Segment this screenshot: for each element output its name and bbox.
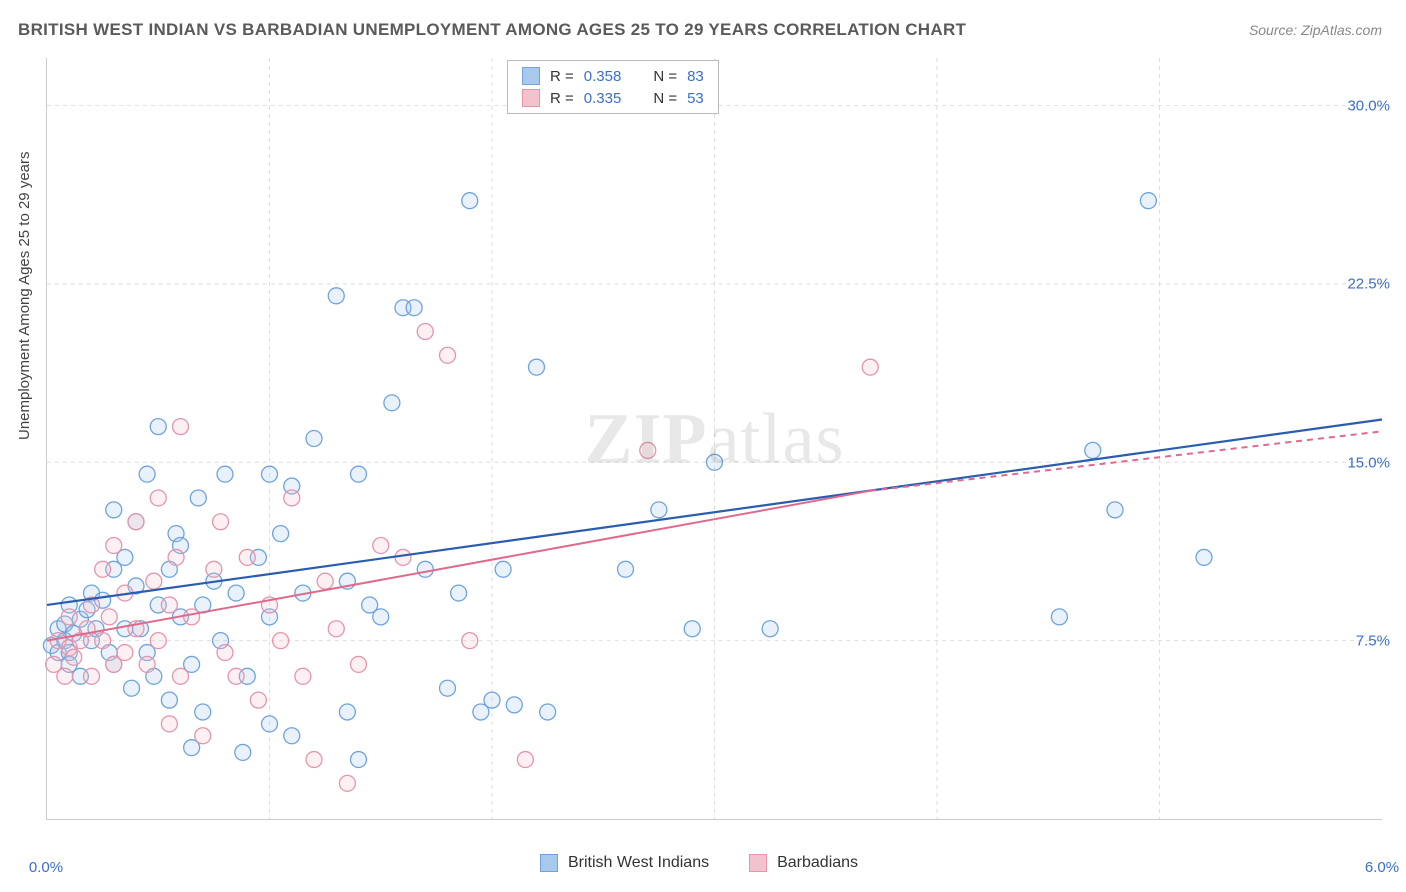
chart-title: BRITISH WEST INDIAN VS BARBADIAN UNEMPLO…: [18, 20, 966, 40]
y-tick-label: 30.0%: [1347, 97, 1390, 114]
swatch-icon: [749, 854, 767, 872]
swatch-icon: [522, 89, 540, 107]
stats-legend-row: R = 0.335 N = 53: [522, 89, 704, 107]
plot-svg: [47, 58, 1382, 819]
y-tick-label: 15.0%: [1347, 454, 1390, 471]
source-label: Source: ZipAtlas.com: [1249, 22, 1382, 38]
n-value: 53: [687, 90, 704, 107]
r-value: 0.335: [584, 90, 622, 107]
n-label: N =: [653, 68, 677, 85]
plot-area: ZIPatlas R = 0.358 N = 83 R = 0.335 N = …: [46, 58, 1382, 820]
legend-label: British West Indians: [568, 854, 709, 872]
y-axis-label: Unemployment Among Ages 25 to 29 years: [16, 151, 33, 440]
n-value: 83: [687, 68, 704, 85]
legend-item: Barbadians: [749, 854, 858, 872]
stats-legend: R = 0.358 N = 83 R = 0.335 N = 53: [507, 60, 719, 114]
r-label: R =: [550, 68, 574, 85]
swatch-icon: [540, 854, 558, 872]
stats-legend-row: R = 0.358 N = 83: [522, 67, 704, 85]
x-tick-label: 6.0%: [1365, 859, 1399, 876]
r-label: R =: [550, 90, 574, 107]
y-tick-label: 22.5%: [1347, 276, 1390, 293]
swatch-icon: [522, 67, 540, 85]
legend-item: British West Indians: [540, 854, 709, 872]
legend-label: Barbadians: [777, 854, 858, 872]
n-label: N =: [653, 90, 677, 107]
r-value: 0.358: [584, 68, 622, 85]
x-tick-label: 0.0%: [29, 859, 63, 876]
y-tick-label: 7.5%: [1356, 633, 1390, 650]
series-legend: British West Indians Barbadians: [540, 854, 858, 872]
